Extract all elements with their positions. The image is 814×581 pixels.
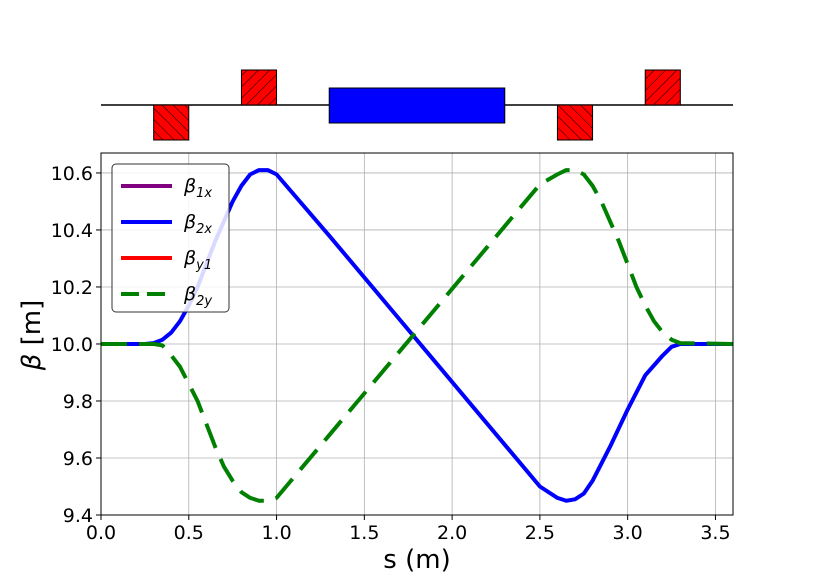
y-tick-label: 9.8 [63,391,93,413]
x-tick-label: 1.5 [349,522,379,544]
lattice-schematic [101,69,733,141]
series-lines [101,168,733,503]
series-line-1 [101,168,733,503]
legend-label: β2x [183,211,212,237]
quadrupole-hatch [153,105,189,140]
legend: β1x β2x βy1 β2y [111,163,230,313]
x-tick-label: 1.0 [261,522,291,544]
y-tick-label: 9.4 [63,505,93,527]
x-tick-label: 0.0 [86,522,116,544]
quadrupole-hatch [645,70,681,105]
y-axis-label-symbol: β [17,354,47,372]
legend-label: β2y [183,283,212,309]
y-tick-label: 9.6 [63,448,93,470]
x-axis-label: s (m) [383,545,450,575]
x-tick-label: 2.5 [525,522,555,544]
y-tick-label: 10.0 [51,334,93,356]
x-tick-label: 2.0 [437,522,467,544]
series-line-2 [101,168,733,503]
y-axis-label-unit: [m] [17,300,47,346]
svg-text:β [m]: β [m] [17,300,47,371]
x-tick-label: 3.5 [700,522,730,544]
legend-label: β1x [183,175,212,201]
x-tick-label: 3.0 [613,522,643,544]
quadrupole-hatch [557,105,593,140]
y-tick-label: 10.4 [51,220,93,242]
y-axis-label: β [m] [17,300,47,371]
plot-frame [100,152,734,516]
legend-label: βy1 [183,247,212,273]
quadrupole-hatch [241,70,277,105]
legend-box [111,163,230,313]
solenoid-element [328,87,506,124]
y-tick-label: 10.6 [51,163,93,185]
x-tick-label: 0.5 [174,522,204,544]
y-tick-label: 10.2 [51,277,93,299]
axis-ticks: 0.0 0.5 1.0 1.5 2.0 2.5 3.0 3.5 9.4 9.6 9.8 10.0 10.… [51,163,731,544]
